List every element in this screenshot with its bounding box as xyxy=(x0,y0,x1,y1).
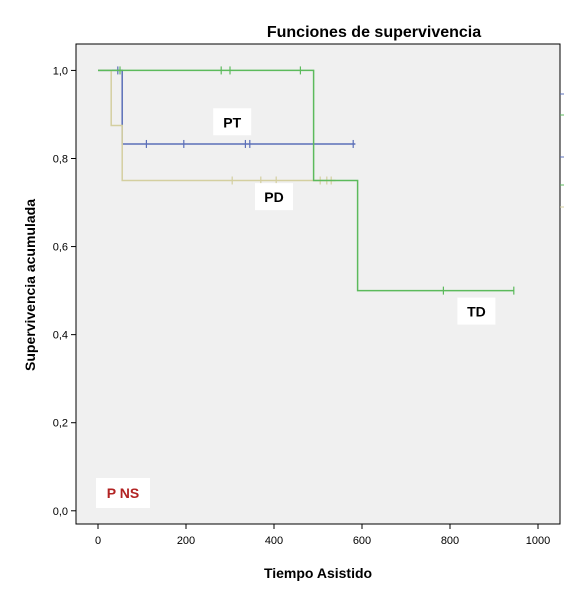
x-tick-label: 800 xyxy=(441,535,459,547)
annotation-label: PD xyxy=(264,189,283,205)
annotation-layer: PT PD TD xyxy=(213,108,496,325)
x-tick-label: 0 xyxy=(95,535,101,547)
annotation-label: PT xyxy=(223,114,241,130)
annotation-pd: PD xyxy=(255,183,293,211)
annotation-label: TD xyxy=(467,304,486,320)
annotation-td: TD xyxy=(457,297,496,325)
y-tick-label: 1,0 xyxy=(53,65,68,77)
series-td xyxy=(98,66,515,295)
y-tick-label: 0,8 xyxy=(53,153,68,165)
y-tick-label: 0,0 xyxy=(53,506,68,518)
y-tick-label: 0,2 xyxy=(53,418,68,430)
y-tick-label: 0,6 xyxy=(53,242,68,254)
y-tick-label: 0,4 xyxy=(53,330,68,342)
x-tick-label: 200 xyxy=(177,535,195,547)
plot-area xyxy=(75,43,561,525)
p-value-box: P NS xyxy=(96,478,150,508)
y-axis: 0,0 0,2 0,4 0,6 0,8 1,0 xyxy=(53,65,76,518)
x-tick-label: 600 xyxy=(353,535,371,547)
x-axis: 0 200 400 600 800 1000 xyxy=(95,524,550,547)
annotation-pt: PT xyxy=(213,108,252,136)
chart-title: Funciones de supervivencia xyxy=(267,24,481,41)
series-line-td xyxy=(98,69,514,292)
x-tick-label: 400 xyxy=(265,535,283,547)
x-tick-label: 1000 xyxy=(526,535,550,547)
x-axis-title: Tiempo Asistido xyxy=(264,565,372,581)
legend-edge-marks xyxy=(560,93,564,208)
p-value-label: P NS xyxy=(107,485,139,501)
y-axis-title: Supervivencia acumulada xyxy=(22,199,38,371)
